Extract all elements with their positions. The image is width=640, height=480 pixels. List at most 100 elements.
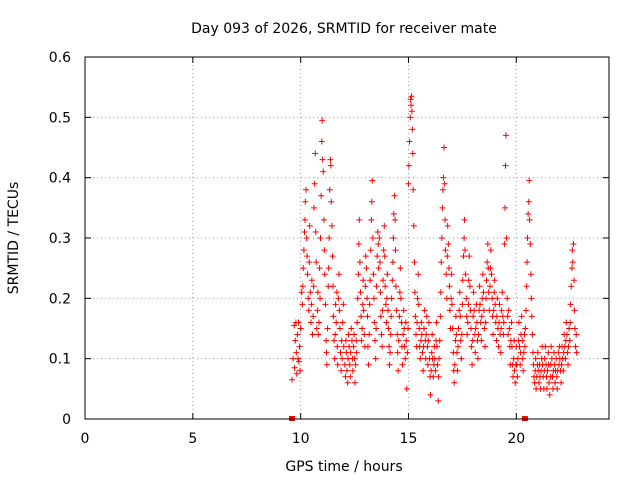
data-point xyxy=(449,301,456,308)
data-point xyxy=(552,379,559,386)
data-point xyxy=(472,349,479,356)
data-point xyxy=(412,313,419,320)
data-point xyxy=(573,349,580,356)
data-point xyxy=(323,337,330,344)
data-point xyxy=(404,349,411,356)
data-point xyxy=(463,295,470,302)
data-point xyxy=(324,325,331,332)
data-point xyxy=(405,180,412,187)
data-point xyxy=(548,343,555,350)
data-point xyxy=(300,265,307,272)
data-point xyxy=(332,331,339,338)
data-point xyxy=(292,337,299,344)
data-point xyxy=(565,343,572,350)
data-point xyxy=(470,313,477,320)
data-point xyxy=(516,343,523,350)
data-point xyxy=(336,325,343,332)
data-point xyxy=(410,186,417,193)
data-point xyxy=(408,108,415,115)
data-point xyxy=(325,265,332,272)
data-point xyxy=(451,379,458,386)
y-axis-label: SRMTID / TECUs xyxy=(6,182,22,295)
data-point xyxy=(478,313,485,320)
y-tick-label: 0.2 xyxy=(49,291,71,307)
data-point xyxy=(453,331,460,338)
data-point xyxy=(526,177,533,184)
data-point xyxy=(504,313,511,320)
data-point xyxy=(423,313,430,320)
data-point xyxy=(303,235,310,241)
data-point xyxy=(494,295,501,302)
data-point xyxy=(436,355,443,362)
data-point xyxy=(301,228,308,235)
data-point xyxy=(339,319,346,326)
data-point xyxy=(496,301,503,308)
data-point xyxy=(392,216,399,223)
data-point xyxy=(518,313,525,320)
data-point xyxy=(320,216,327,223)
data-point xyxy=(435,373,442,380)
data-point xyxy=(379,307,386,314)
data-point xyxy=(495,343,502,350)
data-point xyxy=(379,343,386,350)
data-point xyxy=(486,283,493,290)
data-point xyxy=(305,295,312,302)
data-point xyxy=(371,319,378,326)
data-point xyxy=(521,331,528,338)
data-point xyxy=(444,253,451,260)
data-point xyxy=(528,295,535,302)
data-point xyxy=(493,337,500,344)
data-point xyxy=(448,295,455,302)
data-point xyxy=(375,265,382,272)
data-point xyxy=(366,331,373,338)
data-point xyxy=(502,204,509,211)
data-point xyxy=(500,319,507,326)
data-point xyxy=(309,331,316,338)
data-point xyxy=(563,331,570,338)
x-tick-labels: 0 5 10 15 20 xyxy=(81,431,526,447)
data-point xyxy=(445,241,452,248)
data-point xyxy=(347,373,354,380)
data-point xyxy=(315,331,322,338)
data-point xyxy=(312,150,319,157)
data-point xyxy=(405,325,412,332)
data-point xyxy=(291,364,298,371)
data-point xyxy=(522,325,529,332)
data-point xyxy=(365,361,372,368)
data-point xyxy=(524,235,531,241)
data-point xyxy=(354,319,361,326)
data-point xyxy=(567,301,574,308)
data-point xyxy=(543,385,550,392)
data-point xyxy=(409,126,416,133)
data-point xyxy=(569,259,576,266)
data-point xyxy=(501,241,508,248)
data-point xyxy=(532,355,539,362)
data-point xyxy=(395,337,402,344)
data-point xyxy=(429,331,436,338)
data-point xyxy=(327,156,334,163)
data-point xyxy=(316,265,323,272)
data-point xyxy=(489,295,496,302)
data-point xyxy=(432,367,439,374)
data-point xyxy=(562,355,569,362)
data-point xyxy=(345,331,352,338)
data-point xyxy=(453,349,460,356)
data-point xyxy=(329,253,336,260)
data-point xyxy=(340,343,347,350)
data-point xyxy=(389,259,396,266)
data-point xyxy=(358,337,365,344)
data-point xyxy=(555,349,562,356)
data-point xyxy=(451,361,458,368)
data-point xyxy=(437,313,444,320)
data-point xyxy=(351,379,358,386)
data-point xyxy=(340,301,347,308)
data-point xyxy=(293,370,300,377)
data-point xyxy=(546,391,553,398)
data-point xyxy=(493,313,500,320)
data-point xyxy=(330,313,337,320)
data-point xyxy=(376,235,383,241)
data-point xyxy=(336,307,343,314)
data-point xyxy=(312,228,319,235)
data-point xyxy=(353,337,360,344)
data-point xyxy=(570,241,577,248)
